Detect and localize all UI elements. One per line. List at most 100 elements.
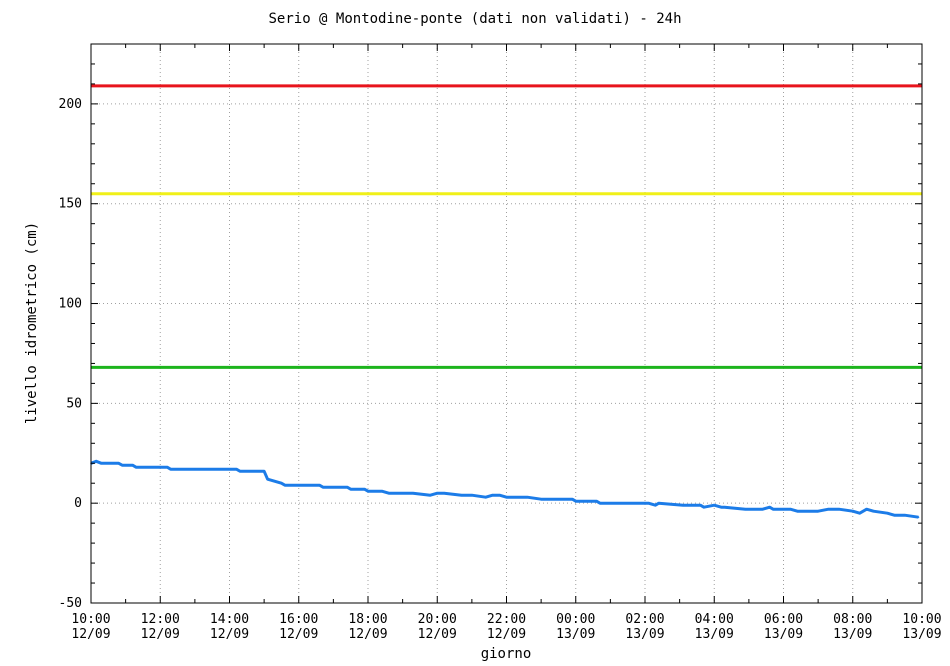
- data-point: [298, 484, 300, 487]
- x-tick-label-date: 12/09: [210, 627, 249, 642]
- data-point: [322, 486, 324, 489]
- x-tick-label-time: 16:00: [279, 612, 318, 627]
- x-tick-label-date: 13/09: [902, 627, 941, 642]
- data-point: [221, 468, 224, 471]
- data-point: [412, 492, 414, 495]
- series: [90, 459, 920, 519]
- data-point: [647, 502, 650, 505]
- data-point: [505, 496, 508, 499]
- data-point: [135, 466, 137, 469]
- data-point: [682, 504, 684, 507]
- data-point: [658, 502, 660, 505]
- data-point: [858, 512, 861, 514]
- data-point: [346, 486, 349, 489]
- grid: [91, 44, 922, 603]
- data-point: [169, 468, 172, 471]
- data-point: [817, 510, 819, 512]
- x-tick-label-date: 13/09: [625, 627, 664, 642]
- x-tick-label-time: 06:00: [764, 612, 803, 627]
- x-tick-label-time: 12:00: [141, 612, 180, 627]
- data-point: [443, 492, 446, 495]
- data-point: [782, 508, 785, 511]
- data-point: [388, 492, 390, 495]
- x-axis-label: giorno: [480, 646, 532, 662]
- series-line-0: [90, 459, 919, 519]
- x-tick-label-time: 20:00: [418, 612, 457, 627]
- data-point: [595, 500, 598, 503]
- data-point: [436, 492, 439, 495]
- data-point: [886, 512, 889, 514]
- data-point: [263, 470, 265, 473]
- x-tick-label-date: 12/09: [141, 627, 180, 642]
- data-point: [720, 506, 722, 509]
- data-point: [838, 508, 840, 511]
- data-point: [471, 494, 473, 497]
- x-tick-label-time: 18:00: [348, 612, 387, 627]
- data-point: [761, 508, 764, 511]
- data-point: [865, 508, 868, 511]
- data-point: [768, 506, 771, 509]
- data-point: [100, 462, 103, 465]
- x-tick-label-date: 13/09: [833, 627, 872, 642]
- data-point: [699, 504, 702, 507]
- data-point: [491, 494, 494, 497]
- x-tick-label-time: 10:00: [902, 612, 941, 627]
- y-tick-label: 150: [59, 197, 82, 212]
- data-point: [903, 514, 906, 516]
- data-point: [626, 502, 629, 505]
- y-tick-label: 200: [59, 97, 82, 112]
- x-tick-label-date: 13/09: [764, 627, 803, 642]
- x-tick-label-time: 10:00: [71, 612, 110, 627]
- x-tick-label-time: 22:00: [487, 612, 526, 627]
- data-point: [280, 482, 283, 485]
- data-point: [121, 464, 123, 467]
- data-point: [284, 484, 286, 487]
- data-point: [401, 492, 404, 495]
- data-point: [131, 464, 134, 467]
- data-point: [827, 508, 830, 511]
- data-point: [723, 506, 726, 509]
- data-point: [484, 496, 487, 499]
- x-tick-label-time: 00:00: [556, 612, 595, 627]
- data-point: [900, 514, 902, 516]
- data-point: [235, 468, 238, 471]
- data-point: [318, 484, 321, 487]
- x-tick-label-date: 12/09: [279, 627, 318, 642]
- data-point: [363, 488, 366, 491]
- data-point: [266, 478, 269, 481]
- data-point: [540, 498, 542, 501]
- data-point: [796, 510, 799, 512]
- data-point: [367, 490, 369, 493]
- chart-title: Serio @ Montodine-ponte (dati non valida…: [268, 11, 682, 27]
- data-point: [381, 490, 383, 493]
- x-tick-label-time: 14:00: [210, 612, 249, 627]
- data-point: [273, 480, 276, 483]
- data-point: [852, 510, 854, 512]
- data-point: [685, 504, 688, 507]
- x-tick-label-date: 13/09: [556, 627, 595, 642]
- data-point: [526, 496, 529, 499]
- data-point: [772, 508, 774, 511]
- data-point: [166, 466, 168, 469]
- data-point: [194, 468, 196, 471]
- data-point: [95, 460, 97, 463]
- data-point: [117, 462, 120, 465]
- data-point: [239, 470, 241, 473]
- data-point: [460, 494, 463, 497]
- y-tick-label: -50: [59, 596, 82, 611]
- x-tick-label-date: 12/09: [71, 627, 110, 642]
- x-tick-label-time: 02:00: [625, 612, 664, 627]
- thresholds: [91, 84, 922, 369]
- data-point: [834, 508, 837, 511]
- data-point: [575, 500, 577, 503]
- data-point: [872, 510, 875, 512]
- x-tick-label-time: 08:00: [833, 612, 872, 627]
- plot-frame: [90, 43, 923, 604]
- data-point: [429, 494, 432, 497]
- y-tick-label: 100: [59, 297, 82, 312]
- y-tick-label: 50: [66, 396, 82, 411]
- y-tick-label: 0: [74, 496, 82, 511]
- data-point: [571, 498, 574, 501]
- x-tick-label-date: 12/09: [487, 627, 526, 642]
